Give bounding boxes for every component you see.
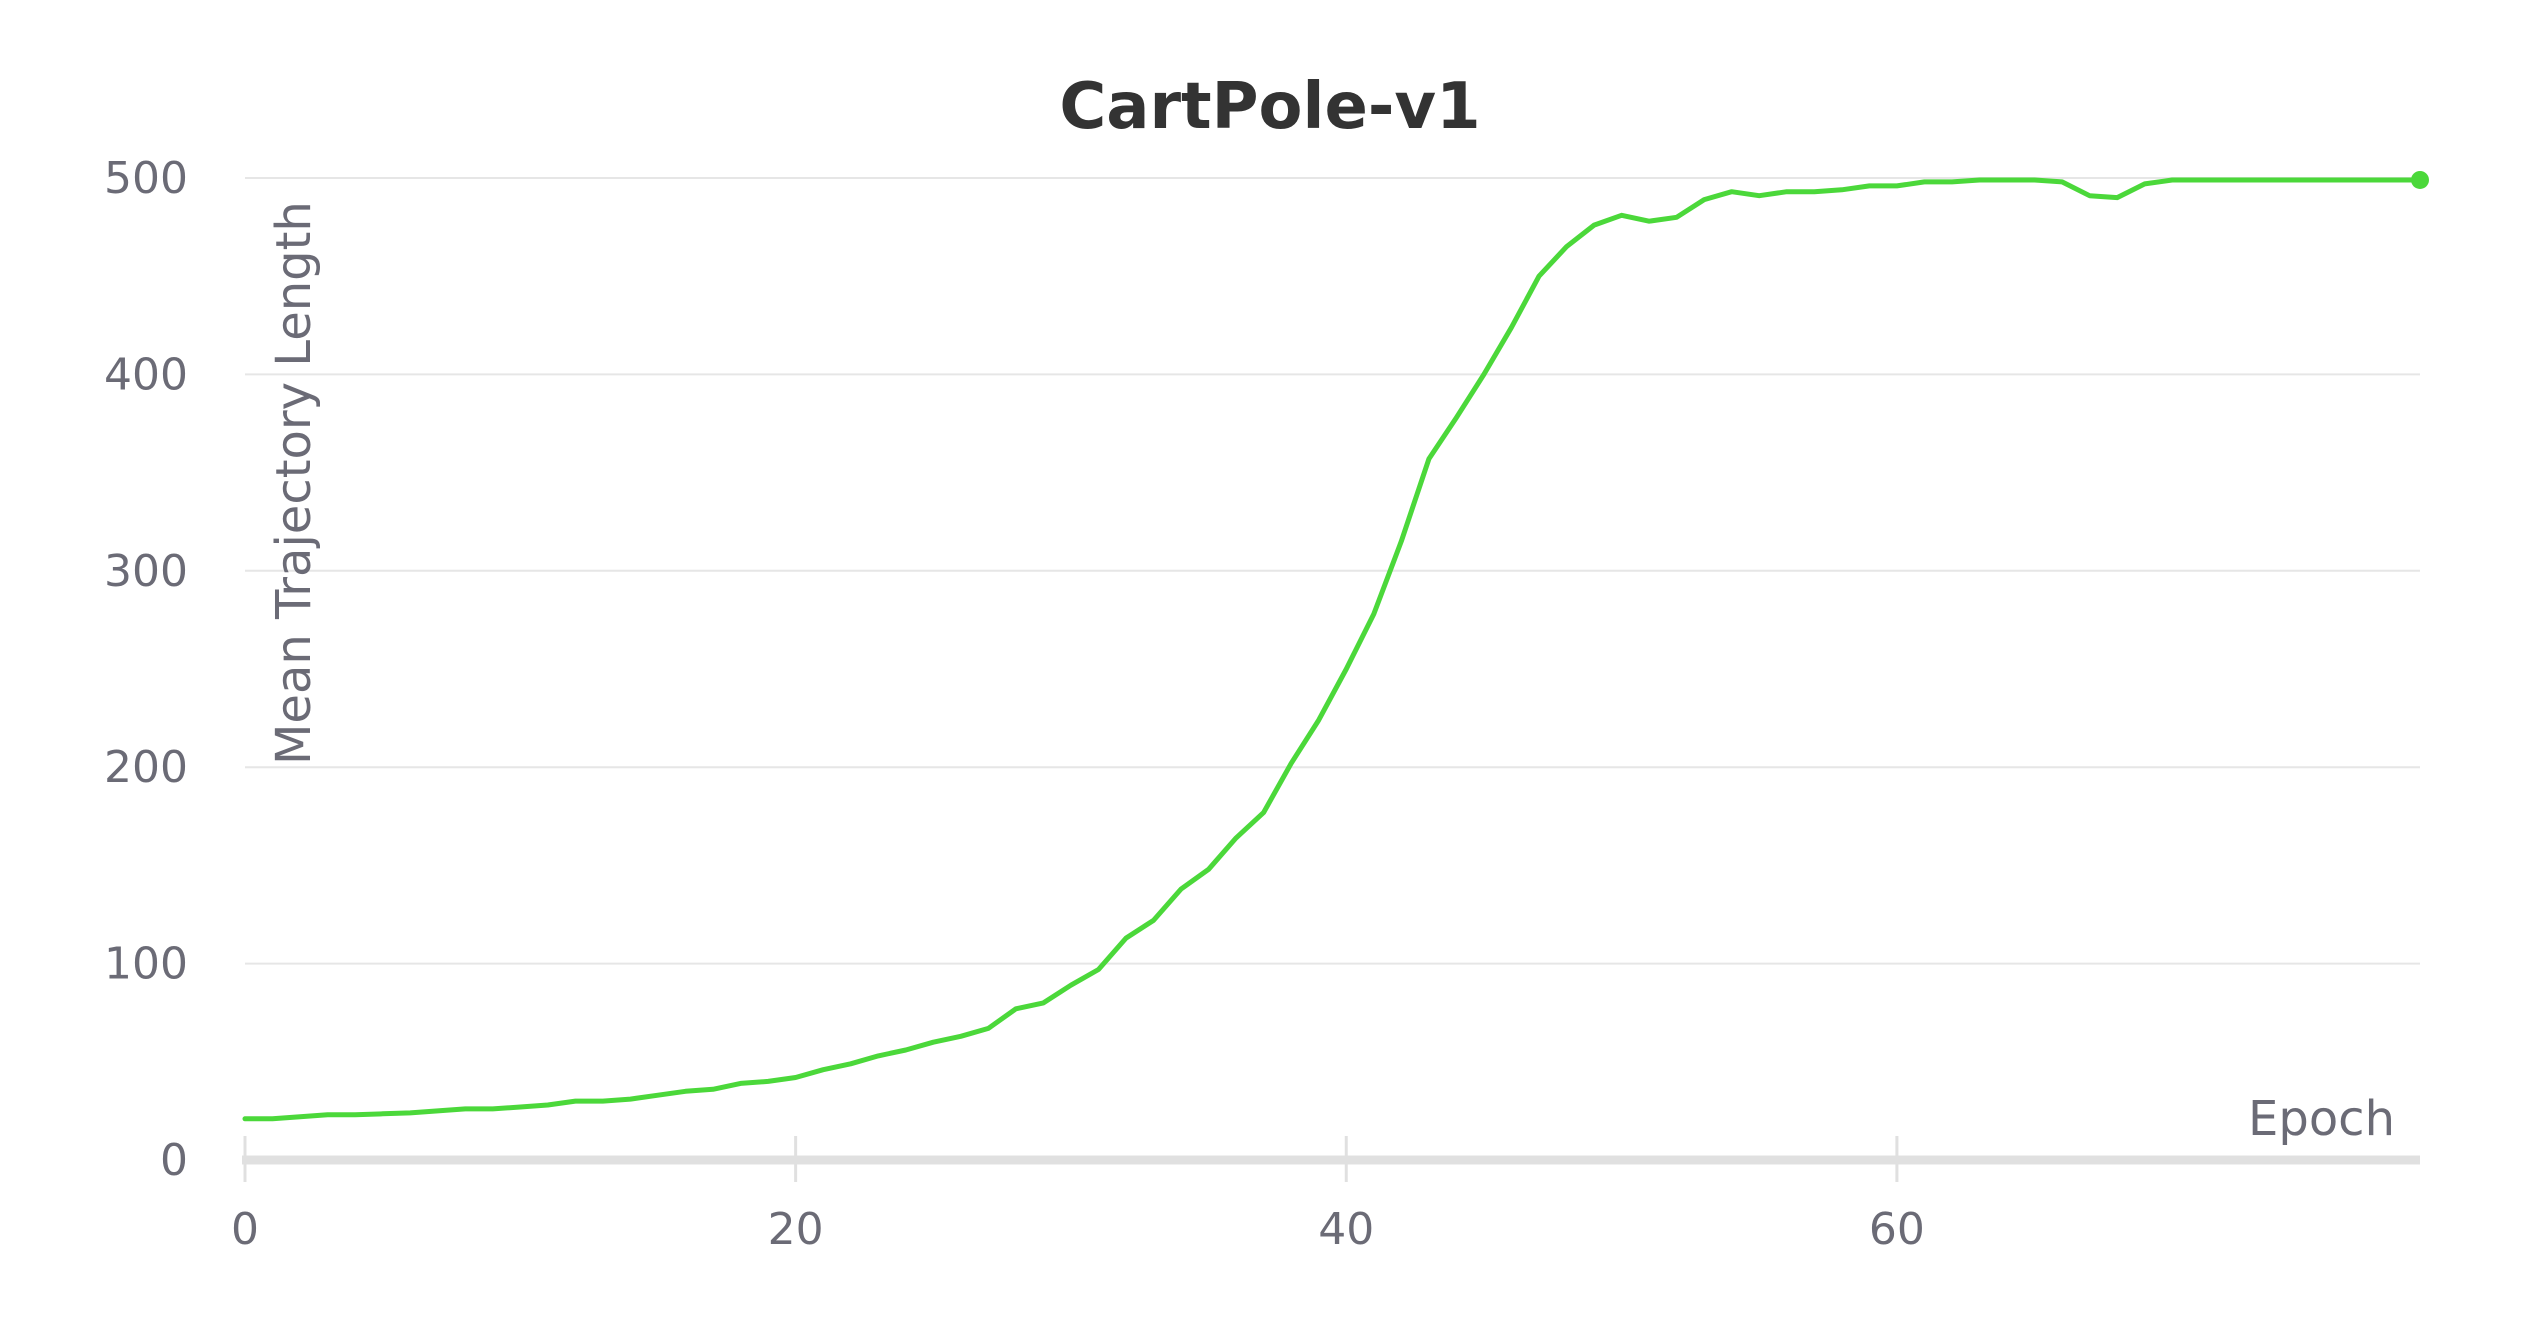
x-tick-label: 0 (231, 1204, 259, 1255)
x-axis-label: Epoch (2248, 1091, 2395, 1147)
series-group (242, 170, 2429, 1122)
x-tick-label: 60 (1869, 1204, 1925, 1255)
x-tick-label: 40 (1318, 1204, 1374, 1255)
grid-lines (245, 177, 2420, 965)
series-end-point (2411, 170, 2429, 189)
y-axis: 0 100 200 300 400 500 (104, 153, 188, 1186)
y-tick-label: 200 (104, 742, 188, 793)
y-tick-label: 0 (160, 1135, 188, 1186)
y-tick-label: 500 (104, 153, 188, 204)
x-tick-label: 20 (768, 1204, 824, 1255)
series-line (242, 177, 2423, 1122)
y-axis-label: Mean Trajectory Length (266, 201, 322, 765)
chart-title: CartPole-v1 (1059, 70, 1480, 144)
y-tick-label: 300 (104, 546, 188, 597)
y-tick-label: 100 (104, 939, 188, 990)
x-axis: 0 20 40 60 (231, 1136, 2420, 1255)
y-tick-label: 400 (104, 349, 188, 400)
